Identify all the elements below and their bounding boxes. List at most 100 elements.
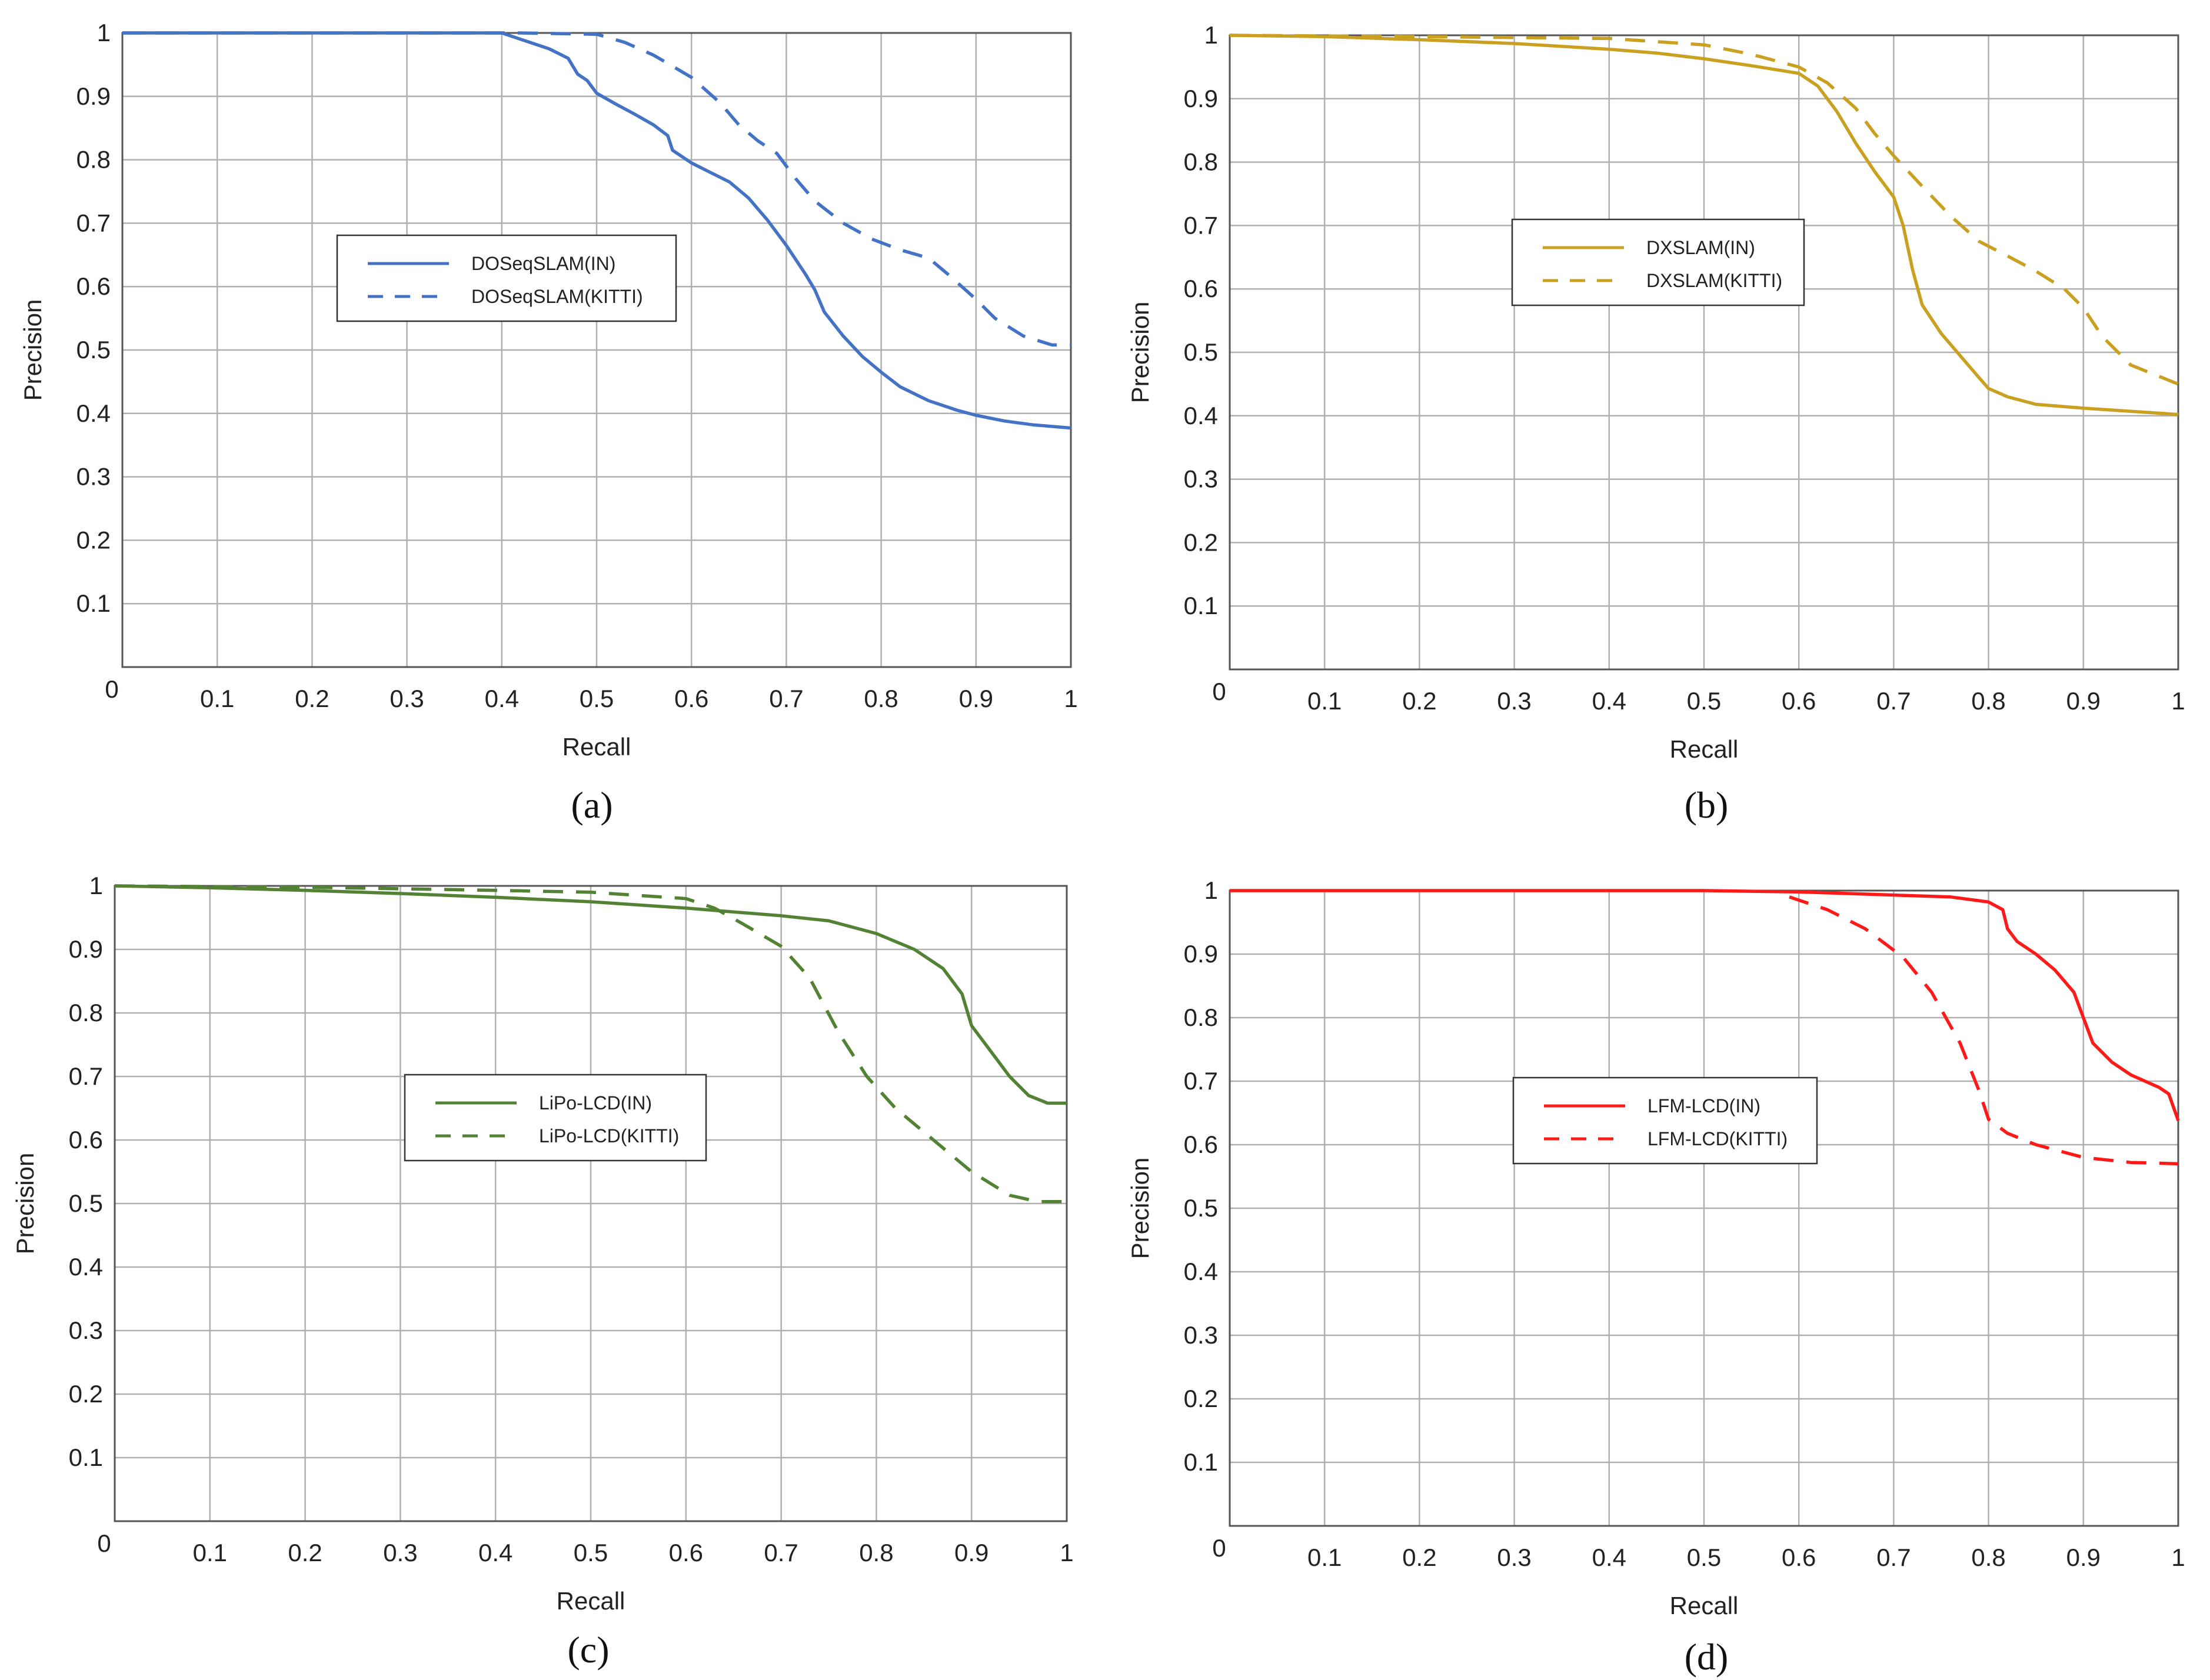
origin-tick-label: 0	[1212, 678, 1226, 705]
legend-box	[1512, 1076, 1818, 1165]
legend-box	[1511, 218, 1805, 306]
x-tick-label: 0.9	[959, 685, 993, 712]
y-tick-label: 0.8	[69, 999, 103, 1026]
series-group	[122, 31, 1071, 430]
y-tick-label: 0.7	[1184, 1067, 1218, 1095]
y-tick-label: 0.9	[1184, 85, 1218, 112]
x-tick-label: 0.4	[485, 685, 519, 712]
x-tick-label: 0.8	[864, 685, 898, 712]
y-tick-label: 1	[1204, 876, 1218, 904]
y-tick-label: 0.2	[76, 526, 111, 554]
y-tick-label: 0.4	[1184, 1258, 1218, 1285]
x-tick-label: 0.8	[1971, 1544, 2005, 1571]
y-tick-labels: 0.1 0.2 0.3 0.4 0.5 0.6 0.7 0.8 0.9 1	[1184, 876, 1218, 1476]
y-tick-label: 1	[89, 872, 103, 899]
x-tick-label: 0.4	[1592, 687, 1626, 715]
x-tick-label: 1	[1060, 1539, 1073, 1566]
legend-entry: DOSeqSLAM(IN)	[471, 253, 615, 274]
x-tick-labels: 0.1 0.2 0.3 0.4 0.5 0.6 0.7 0.8 0.9 1	[1307, 687, 2185, 715]
y-tick-label: 0.2	[69, 1380, 103, 1408]
y-tick-label: 0.4	[76, 399, 111, 427]
x-tick-label: 0.1	[200, 685, 234, 712]
y-tick-label: 0.1	[1184, 592, 1218, 619]
y-tick-label: 1	[97, 19, 111, 46]
x-tick-label: 1	[2171, 1544, 2185, 1571]
x-tick-label: 0.9	[2066, 687, 2101, 715]
x-tick-label: 1	[1064, 685, 1077, 712]
plot-frame	[1229, 34, 2179, 671]
x-axis-title: Recall	[563, 733, 631, 761]
x-tick-label: 0.2	[1402, 687, 1436, 715]
panel-caption: (d)	[1685, 1636, 1729, 1678]
series-line-solid	[1229, 34, 2179, 416]
panel-caption: (b)	[1685, 784, 1729, 826]
y-tick-label: 0.5	[69, 1189, 103, 1217]
plot-frame	[114, 885, 1068, 1522]
x-tick-label: 0.1	[193, 1539, 227, 1566]
y-tick-label: 0.2	[1184, 528, 1218, 556]
y-tick-label: 1	[1204, 21, 1218, 49]
y-axis-title: Precision	[1126, 302, 1154, 404]
series-line-dashed	[1789, 895, 2179, 1166]
chart-panel-0: 0.1 0.2 0.3 0.4 0.5 0.6 0.7 0.8 0.9 100.10.20.30.…	[19, 19, 1078, 826]
x-tick-labels: 0.1 0.2 0.3 0.4 0.5 0.6 0.7 0.8 0.9 1	[200, 685, 1078, 712]
legend-entry: DOSeqSLAM(KITTI)	[471, 286, 643, 307]
legend-box	[404, 1074, 707, 1162]
legend-entry: DXSLAM(KITTI)	[1646, 270, 1782, 291]
x-tick-label: 0.3	[1497, 1544, 1531, 1571]
legend-entry: LiPo-LCD(IN)	[539, 1092, 652, 1114]
y-tick-label: 0.6	[1184, 275, 1218, 302]
series-line-solid	[1230, 889, 2180, 1121]
chart-panel-2: 0.1 0.2 0.3 0.4 0.5 0.6 0.7 0.8 0.9 100.10.20.30.…	[11, 872, 1074, 1671]
y-tick-label: 0.6	[69, 1126, 103, 1154]
y-tick-label: 0.4	[1184, 402, 1218, 429]
y-tick-label: 0.8	[76, 146, 111, 174]
series-group	[114, 884, 1067, 1204]
x-tick-label: 0.5	[1687, 687, 1721, 715]
x-axis-title: Recall	[1670, 735, 1739, 763]
x-tick-label: 0.4	[478, 1539, 512, 1566]
y-tick-label: 0.4	[69, 1253, 103, 1281]
y-tick-label: 0.7	[1184, 211, 1218, 239]
x-tick-labels: 0.1 0.2 0.3 0.4 0.5 0.6 0.7 0.8 0.9 1	[1307, 1544, 2185, 1571]
y-tick-label: 0.3	[1184, 1321, 1218, 1349]
y-axis-title: Precision	[1126, 1158, 1154, 1259]
legend-entry: LFM-LCD(IN)	[1647, 1095, 1760, 1116]
origin-tick-label: 0	[97, 1529, 111, 1557]
x-tick-label: 0.5	[1687, 1544, 1721, 1571]
legend: LFM-LCD(IN) LFM-LCD(KITTI)	[1512, 1076, 1818, 1165]
panel-caption: (c)	[567, 1629, 609, 1671]
x-tick-label: 0.6	[669, 1539, 703, 1566]
x-tick-label: 0.2	[1402, 1544, 1436, 1571]
x-tick-labels: 0.1 0.2 0.3 0.4 0.5 0.6 0.7 0.8 0.9 1	[193, 1539, 1074, 1566]
y-tick-label: 0.9	[1184, 940, 1218, 968]
y-tick-label: 0.9	[69, 935, 103, 963]
grid-lines	[115, 885, 1068, 1521]
y-tick-label: 0.3	[69, 1316, 103, 1344]
series-group	[1229, 34, 2179, 416]
x-tick-label: 0.5	[580, 685, 614, 712]
y-tick-label: 0.8	[1184, 1004, 1218, 1031]
y-tick-label: 0.5	[1184, 1194, 1218, 1222]
x-tick-label: 1	[2171, 687, 2185, 715]
y-tick-label: 0.2	[1184, 1385, 1218, 1412]
y-tick-label: 0.7	[76, 209, 111, 236]
x-tick-label: 0.7	[769, 685, 803, 712]
legend-entry: LFM-LCD(KITTI)	[1647, 1128, 1788, 1149]
y-tick-labels: 0.1 0.2 0.3 0.4 0.5 0.6 0.7 0.8 0.9 1	[1184, 21, 1218, 619]
legend: DXSLAM(IN) DXSLAM(KITTI)	[1511, 218, 1805, 306]
chart-panel-3: 0.1 0.2 0.3 0.4 0.5 0.6 0.7 0.8 0.9 100.10.20.30.…	[1126, 876, 2185, 1678]
series-line-dashed	[122, 31, 1071, 347]
x-tick-label: 0.7	[764, 1539, 798, 1566]
y-tick-label: 0.6	[76, 272, 111, 300]
x-tick-label: 0.9	[954, 1539, 988, 1566]
y-tick-label: 0.5	[76, 336, 111, 364]
series-line-dashed	[114, 884, 1067, 1204]
y-tick-label: 0.7	[69, 1062, 103, 1090]
y-tick-labels: 0.1 0.2 0.3 0.4 0.5 0.6 0.7 0.8 0.9 1	[76, 19, 111, 617]
x-axis-title: Recall	[557, 1587, 625, 1615]
y-tick-label: 0.1	[69, 1444, 103, 1471]
y-tick-label: 0.1	[1184, 1448, 1218, 1476]
x-tick-label: 0.8	[859, 1539, 893, 1566]
